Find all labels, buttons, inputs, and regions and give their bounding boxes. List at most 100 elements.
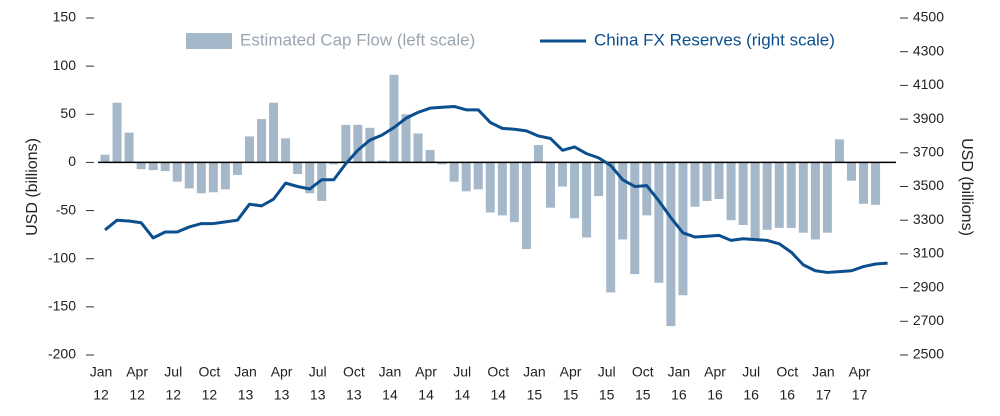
y-tick-label: -50 [56,201,76,217]
y2-tick-label: 4500 [913,9,944,25]
bar [570,162,580,219]
y2-tick-label: 3100 [913,245,944,261]
bar [172,162,182,182]
bar [196,162,206,194]
bar [485,162,495,213]
bar [305,162,315,194]
x-tick-label: 12 [129,387,145,403]
x-tick-label: Jan [523,364,546,380]
x-tick-label: 17 [816,387,832,403]
x-tick-label: Jul [453,364,471,380]
bar [317,162,327,201]
x-tick-label: Jul [598,364,616,380]
bar [160,162,170,172]
x-tick-label: 13 [310,387,326,403]
bar [401,114,411,163]
x-tick-label: 16 [707,387,723,403]
x-tick-label: Apr [271,364,293,380]
y2-axis-label: USD (billions) [958,138,975,236]
bar [834,139,844,163]
bar [618,162,628,240]
bar [112,102,122,163]
bar [437,162,447,165]
bar [630,162,640,275]
bar [329,162,339,165]
bar [774,162,784,228]
bar [690,162,700,207]
legend-label: China FX Reserves (right scale) [594,30,835,49]
bar [365,127,375,163]
x-tick-label: Oct [776,364,798,380]
bar [136,162,146,170]
bar [714,162,724,200]
x-tick-label: 16 [779,387,795,403]
y2-tick-label: 4100 [913,76,944,92]
bar [786,162,796,228]
bar [533,145,543,163]
bar [244,136,254,163]
bar [220,162,230,190]
y-tick-label: -150 [48,298,76,314]
y-tick-label: 0 [68,153,76,169]
bar [208,162,218,193]
x-tick-label: 13 [238,387,254,403]
bar [100,154,110,163]
legend-swatch [186,33,232,49]
bar [461,162,471,192]
bar [257,119,267,163]
y2-tick-label: 2700 [913,312,944,328]
bar [762,162,772,230]
x-tick-label: 13 [346,387,362,403]
x-tick-label: Jul [164,364,182,380]
bar [702,162,712,201]
x-tick-label: Apr [126,364,148,380]
y-tick-label: 50 [60,105,76,121]
x-tick-label: 12 [165,387,181,403]
x-tick-label: 16 [743,387,759,403]
bar [750,162,760,240]
y-tick-label: 150 [53,9,77,25]
bar [654,162,664,283]
x-tick-label: Jan [379,364,402,380]
bar [642,162,652,216]
bar [281,138,291,163]
bar [148,162,158,171]
bar [726,162,736,221]
bar [798,162,808,233]
x-tick-label: 14 [418,387,434,403]
x-tick-label: Jan [668,364,691,380]
x-tick-label: 15 [599,387,615,403]
x-tick-label: Apr [415,364,437,380]
x-tick-label: 13 [274,387,290,403]
y2-tick-label: 3500 [913,177,944,193]
bar [269,102,279,163]
y2-tick-label: 2900 [913,278,944,294]
bar [232,162,242,175]
x-tick-label: Jul [742,364,760,380]
x-tick-label: 14 [454,387,470,403]
x-tick-label: 15 [635,387,651,403]
x-tick-label: 12 [202,387,218,403]
bar [678,162,688,296]
y2-tick-label: 2500 [913,346,944,362]
x-tick-label: 14 [491,387,507,403]
bar [413,133,423,163]
bar [389,74,399,163]
x-tick-label: 15 [527,387,543,403]
legend-label: Estimated Cap Flow (left scale) [240,30,475,49]
x-tick-label: Apr [560,364,582,380]
y2-tick-label: 3700 [913,144,944,160]
x-tick-label: Jan [234,364,257,380]
y2-tick-label: 4300 [913,42,944,58]
x-tick-label: Oct [198,364,220,380]
x-tick-label: 15 [563,387,579,403]
x-tick-label: 16 [671,387,687,403]
x-tick-label: 14 [382,387,398,403]
x-tick-label: Jan [812,364,835,380]
bar [425,149,435,163]
y-tick-label: -100 [48,249,76,265]
line [104,104,888,274]
bar [521,162,531,250]
x-tick-label: Apr [704,364,726,380]
